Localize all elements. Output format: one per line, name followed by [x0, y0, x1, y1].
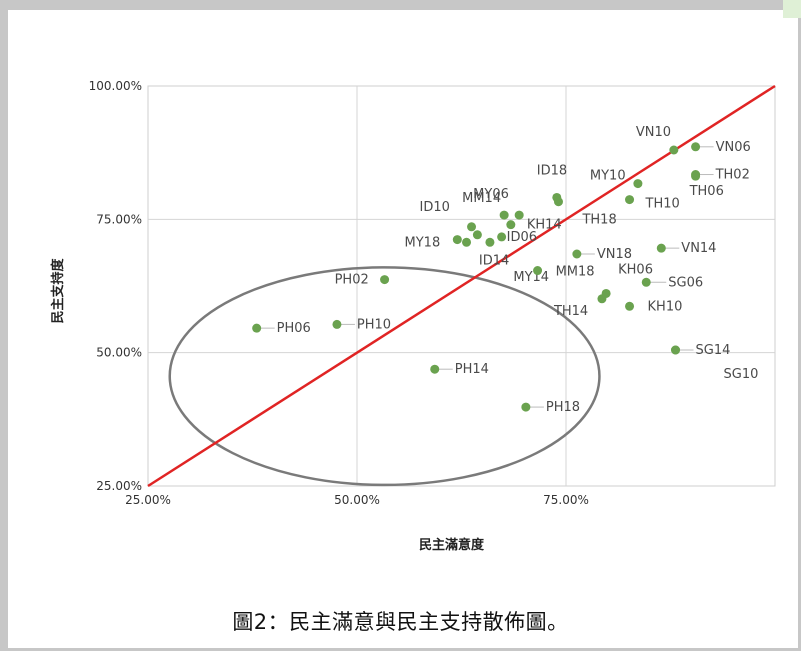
point-label: TH14 — [553, 304, 588, 319]
point-label: MY18 — [405, 235, 441, 250]
x-tick-labels: 25.00% 50.00% 75.00% — [125, 493, 589, 507]
point-label: SG06 — [668, 275, 703, 290]
point-label: TH18 — [581, 213, 616, 228]
data-point-th06 — [691, 171, 701, 181]
point-label: VN10 — [636, 125, 671, 140]
x-tick-label: 75.00% — [543, 493, 589, 507]
x-tick-label: 50.00% — [334, 493, 380, 507]
y-tick-label: 50.00% — [96, 346, 142, 360]
point-label: ID06 — [507, 230, 537, 245]
data-point-mm14 — [499, 210, 509, 220]
figure-caption: 圖2：民主滿意與民主支持散佈圖。 — [232, 610, 569, 634]
point-label: MM14 — [462, 191, 501, 206]
data-point-vn18 — [572, 249, 582, 259]
point-label: ID10 — [420, 200, 450, 215]
data-point-vn06 — [691, 142, 701, 152]
y-tick-label: 75.00% — [96, 212, 142, 226]
point-label: TH06 — [689, 184, 724, 199]
point-label: ID14 — [479, 253, 509, 268]
data-point-my18 — [452, 235, 462, 245]
data-point-ph14 — [430, 364, 440, 374]
point-label: KH10 — [648, 299, 683, 314]
point-label: PH14 — [455, 362, 489, 377]
data-point-ph06 — [252, 323, 262, 333]
point-label: MY06 — [473, 187, 509, 202]
x-tick-label: 25.00% — [125, 493, 171, 507]
y-tick-labels: 25.00% 50.00% 75.00% 100.00% — [89, 79, 142, 493]
point-label: PH10 — [357, 317, 391, 332]
point-label: PH02 — [335, 273, 369, 288]
data-point-id14 — [485, 237, 495, 247]
data-point-vn14 — [656, 243, 666, 253]
point-label: ID18 — [537, 163, 567, 178]
point-label: TH10 — [645, 197, 680, 212]
point-label: VN18 — [597, 247, 632, 262]
point-label: SG10 — [724, 367, 759, 382]
data-point-sg06 — [641, 277, 651, 287]
y-axis-title: 民主支持度 — [50, 258, 66, 324]
gridlines — [148, 86, 775, 486]
data-point-my18 — [462, 237, 472, 247]
data-point-th10 — [625, 195, 635, 205]
point-label: TH02 — [715, 168, 750, 183]
x-axis-title: 民主滿意度 — [419, 537, 485, 553]
data-point-th14 — [597, 294, 607, 304]
point-label: SG14 — [696, 343, 731, 358]
data-point-mm18 — [533, 266, 543, 276]
highlight-ellipse — [168, 266, 601, 487]
data-point-my06 — [514, 210, 524, 220]
point-label: KH06 — [618, 262, 653, 277]
corner-accent — [783, 0, 801, 18]
point-label: VN14 — [681, 241, 716, 256]
data-point-my14 — [472, 230, 482, 240]
data-point-ph18 — [521, 402, 531, 412]
data-point-vn10 — [669, 145, 679, 155]
data-point-kh14 — [506, 220, 516, 230]
y-tick-label: 100.00% — [89, 79, 142, 93]
data-point-ph02 — [380, 275, 390, 285]
data-point-ph10 — [332, 319, 342, 329]
point-label: MM18 — [556, 265, 595, 280]
data-point-my10 — [633, 179, 643, 189]
data-point-th18 — [553, 197, 563, 207]
point-label: VN06 — [716, 140, 751, 155]
y-tick-label: 25.00% — [96, 479, 142, 493]
data-point-id10 — [467, 222, 477, 232]
data-point-id06 — [497, 232, 507, 242]
data-point-sg10 — [671, 345, 681, 355]
point-label: MY10 — [590, 169, 626, 184]
data-point-kh10 — [625, 301, 635, 311]
point-label: KH14 — [527, 218, 562, 233]
point-label: MY14 — [513, 270, 549, 285]
point-label: PH06 — [277, 321, 311, 336]
point-label: PH18 — [546, 400, 580, 415]
